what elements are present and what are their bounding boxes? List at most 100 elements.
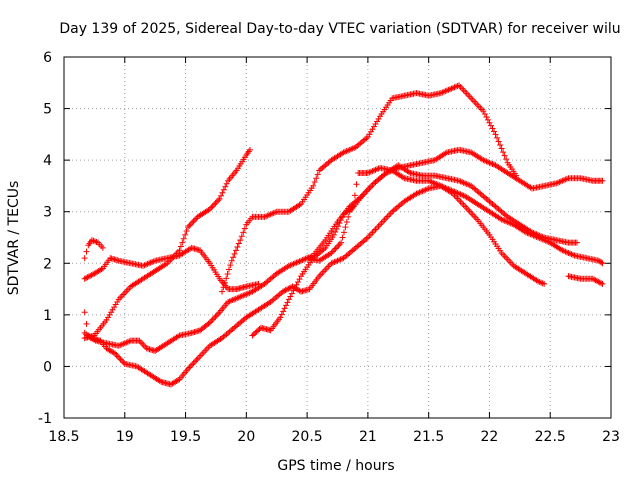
plot-frame bbox=[63, 56, 612, 419]
data-point bbox=[331, 247, 338, 254]
data-point bbox=[282, 287, 289, 294]
data-point bbox=[489, 125, 496, 132]
data-point bbox=[180, 235, 187, 242]
data-point bbox=[503, 156, 510, 163]
data-point bbox=[279, 288, 286, 295]
data-point bbox=[208, 318, 215, 325]
x-tick-label: 23 bbox=[602, 429, 620, 445]
data-point bbox=[249, 332, 256, 339]
data-point bbox=[186, 364, 193, 371]
data-point bbox=[332, 228, 339, 235]
data-point bbox=[495, 138, 502, 145]
data-point bbox=[113, 352, 120, 359]
data-point bbox=[223, 180, 230, 187]
data-point bbox=[220, 284, 227, 291]
data-point bbox=[140, 342, 147, 349]
y-tick-label: -1 bbox=[38, 411, 52, 427]
data-point bbox=[218, 192, 225, 199]
series-track-d bbox=[81, 182, 548, 388]
data-point bbox=[117, 356, 124, 363]
data-point bbox=[219, 288, 226, 295]
data-point bbox=[294, 278, 301, 285]
data-point bbox=[234, 243, 241, 250]
data-point bbox=[139, 340, 146, 347]
data-point bbox=[213, 312, 220, 319]
data-point bbox=[186, 222, 193, 229]
data-point bbox=[99, 244, 106, 251]
data-point bbox=[223, 275, 230, 282]
data-point bbox=[221, 279, 228, 286]
data-point bbox=[599, 260, 606, 267]
series-track-i bbox=[565, 273, 606, 287]
data-point bbox=[281, 305, 288, 312]
data-point bbox=[187, 221, 194, 228]
data-point bbox=[83, 248, 90, 255]
data-point bbox=[340, 229, 347, 236]
data-point bbox=[296, 276, 303, 283]
data-point bbox=[211, 315, 218, 322]
data-point bbox=[183, 228, 190, 235]
data-point bbox=[591, 276, 598, 283]
y-tick-label: 2 bbox=[43, 256, 52, 272]
series-track-f bbox=[219, 82, 520, 295]
data-point bbox=[332, 245, 339, 252]
x-tick-label: 18.5 bbox=[48, 429, 79, 445]
data-point bbox=[209, 316, 216, 323]
data-point bbox=[310, 182, 317, 189]
data-point bbox=[215, 310, 222, 317]
x-tick-label: 21.5 bbox=[413, 429, 444, 445]
data-point bbox=[176, 247, 183, 254]
data-point bbox=[179, 239, 186, 246]
data-point bbox=[175, 377, 182, 384]
data-point bbox=[284, 299, 291, 306]
data-point bbox=[190, 360, 197, 367]
data-point bbox=[227, 262, 234, 269]
data-point bbox=[492, 131, 499, 138]
data-point bbox=[498, 145, 505, 152]
data-point bbox=[189, 361, 196, 368]
data-point bbox=[246, 146, 253, 153]
data-point bbox=[592, 277, 599, 284]
data-point bbox=[187, 363, 194, 370]
data-point bbox=[137, 339, 144, 346]
data-point bbox=[573, 239, 580, 246]
data-point bbox=[250, 331, 257, 338]
data-point bbox=[237, 237, 244, 244]
data-point bbox=[98, 266, 105, 273]
data-point bbox=[193, 357, 200, 364]
data-point bbox=[342, 224, 349, 231]
data-point bbox=[328, 249, 335, 256]
data-point bbox=[596, 279, 603, 286]
y-tick-label: 5 bbox=[43, 102, 52, 118]
data-point bbox=[253, 328, 260, 335]
data-point bbox=[281, 287, 288, 294]
data-point bbox=[497, 141, 504, 148]
data-point bbox=[336, 241, 343, 248]
data-point bbox=[224, 270, 231, 277]
data-point bbox=[220, 186, 227, 193]
data-point bbox=[255, 327, 262, 334]
data-point bbox=[487, 122, 494, 129]
data-point bbox=[338, 239, 345, 246]
data-point bbox=[88, 272, 95, 279]
y-tick-label: 6 bbox=[43, 50, 52, 66]
data-point bbox=[280, 308, 287, 315]
x-tick-label: 19.5 bbox=[170, 429, 201, 445]
chart-title: Day 139 of 2025, Sidereal Day-to-day VTE… bbox=[59, 21, 620, 37]
data-point bbox=[241, 225, 248, 232]
data-point bbox=[484, 116, 491, 123]
data-point bbox=[83, 320, 90, 327]
data-point bbox=[278, 311, 285, 318]
data-point bbox=[593, 277, 600, 284]
data-point bbox=[286, 284, 293, 291]
data-point bbox=[206, 319, 213, 326]
data-point bbox=[277, 314, 284, 321]
data-point bbox=[81, 309, 88, 316]
data-point bbox=[343, 219, 350, 226]
x-axis-label: GPS time / hours bbox=[277, 458, 394, 474]
data-point bbox=[598, 280, 605, 287]
data-point bbox=[116, 354, 123, 361]
data-point bbox=[209, 203, 216, 210]
data-point bbox=[213, 198, 220, 205]
